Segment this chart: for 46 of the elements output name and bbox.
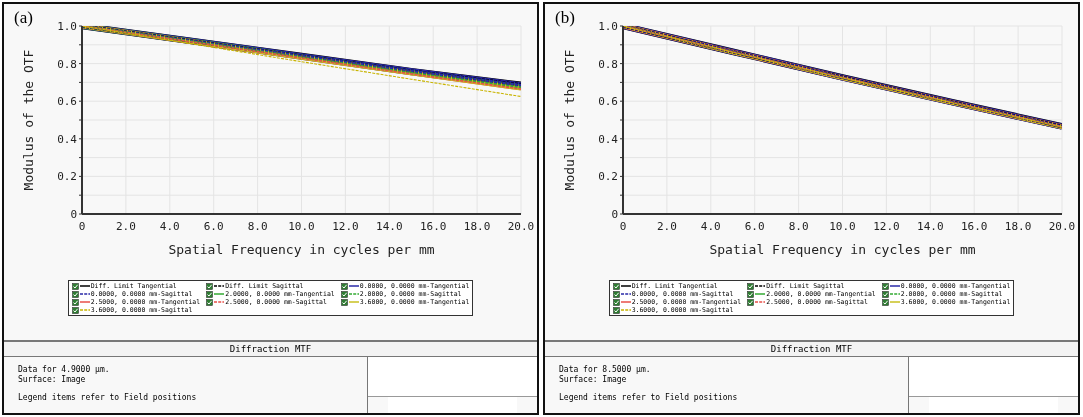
x-tick-label: 4.0: [159, 219, 180, 233]
text: Data for 8.5000 μm.: [559, 365, 652, 375]
x-tick-label: 18.0: [463, 219, 491, 233]
y-tick-label: 0.4: [57, 132, 78, 146]
y-tick-label: 0.2: [57, 170, 77, 184]
y-tick-label: 1.0: [598, 19, 618, 33]
x-tick-label: 8.0: [788, 219, 809, 233]
text: Legend items refer to Field positions: [559, 393, 739, 403]
x-tick-label: 16.0: [419, 219, 447, 233]
x-tick-label: 12.0: [332, 219, 359, 233]
text: Legend items refer to Field positions: [18, 393, 198, 403]
x-tick-label: 10.0: [288, 219, 315, 233]
x-tick-label: 6.0: [744, 219, 765, 233]
text: Surface: Image: [18, 375, 87, 385]
text: Diffraction MTF: [4, 342, 537, 357]
x-tick-label: 20.0: [507, 219, 535, 233]
x-tick-label: 6.0: [203, 219, 224, 233]
y-tick-label: 1.0: [57, 19, 77, 33]
y-tick-label: 0.4: [598, 132, 619, 146]
y-tick-label: 0: [70, 207, 77, 221]
y-axis-title: Modulus of the OTF: [20, 49, 36, 191]
text: Surface: Image: [559, 375, 628, 385]
x-tick-label: 20.0: [1048, 219, 1076, 233]
y-tick-label: 0.6: [57, 95, 77, 109]
chart-title: (a): [14, 8, 33, 28]
x-tick-label: 4.0: [700, 219, 721, 233]
y-tick-label: 0.8: [57, 57, 77, 71]
y-tick-label: 0.8: [598, 57, 618, 71]
y-tick-label: 0: [611, 207, 618, 221]
x-axis-title: Spatial Frequency in cycles per mm: [709, 242, 976, 257]
y-axis-title: Modulus of the OTF: [561, 49, 577, 191]
y-tick-label: 0.6: [598, 95, 618, 109]
text: Diffraction MTF: [545, 342, 1078, 357]
x-tick-label: 10.0: [829, 219, 856, 233]
text: Data for 4.9000 μm.: [18, 365, 111, 375]
x-tick-label: 8.0: [247, 219, 268, 233]
x-tick-label: 14.0: [376, 219, 403, 233]
y-tick-label: 0.2: [598, 170, 618, 184]
x-axis-title: Spatial Frequency in cycles per mm: [168, 242, 435, 257]
x-tick-label: 16.0: [960, 219, 988, 233]
x-tick-label: 2.0: [656, 219, 677, 233]
chart-title: (b): [555, 8, 575, 28]
x-tick-label: 18.0: [1004, 219, 1032, 233]
x-tick-label: 2.0: [115, 219, 136, 233]
x-tick-label: 14.0: [917, 219, 944, 233]
x-tick-label: 12.0: [873, 219, 900, 233]
